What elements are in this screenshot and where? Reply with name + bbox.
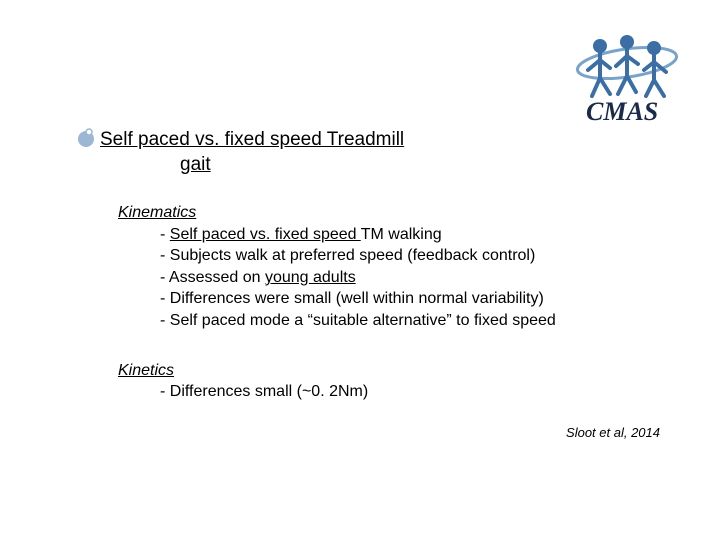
citation: Sloot et al, 2014 [566,425,660,440]
kinetics-bullet-1: - Differences small (~0. 2Nm) [118,381,680,403]
b3-underline: young adults [265,269,356,286]
b1-pre: - [160,226,170,243]
slide-body: Kinematics - Self paced vs. fixed speed … [118,202,680,403]
title-bullet-icon [76,128,96,148]
b1-underline: Self paced vs. fixed speed [170,226,361,243]
b3-pre: - Assessed on [160,269,265,286]
kinematics-bullet-1: - Self paced vs. fixed speed TM walking [118,224,680,246]
kinematics-bullet-4: - Differences were small (well within no… [118,288,680,310]
kinematics-heading: Kinematics [118,202,680,224]
kinematics-bullet-3: - Assessed on young adults [118,267,680,289]
slide-title: Self paced vs. fixed speed Treadmill gai… [100,128,420,177]
kinematics-bullet-5: - Self paced mode a “suitable alternativ… [118,310,680,332]
svg-text:CMAS: CMAS [586,97,658,126]
kinetics-heading: Kinetics [118,360,680,382]
cmas-logo: CMAS [552,28,692,128]
kinematics-bullet-2: - Subjects walk at preferred speed (feed… [118,245,680,267]
title-line1: Self paced vs. fixed speed Treadmill [100,129,404,150]
b1-post: TM walking [361,226,442,243]
title-line2: gait [100,153,420,178]
